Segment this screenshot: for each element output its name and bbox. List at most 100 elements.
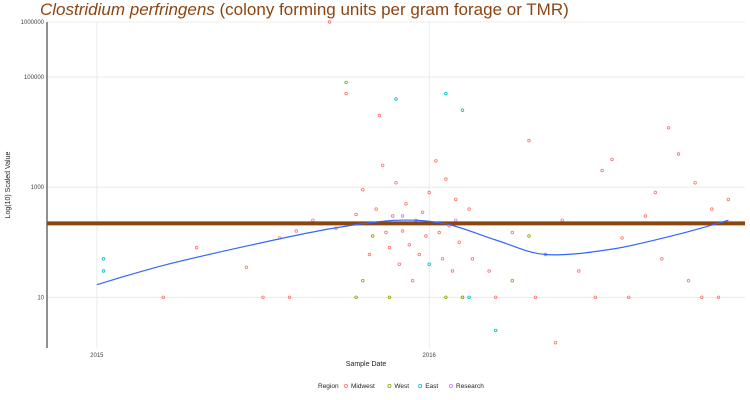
data-point-east [444,91,448,96]
data-point-midwest [686,279,691,283]
data-point-midwest [533,295,538,299]
legend-label-research: Research [456,383,484,390]
data-point-midwest [510,230,514,235]
legend-label-midwest: Midwest [351,383,375,390]
data-point-midwest [553,341,558,345]
data-point-east [460,108,465,112]
lines-layer [47,219,745,286]
data-point-west [344,80,348,85]
data-point-midwest [643,214,647,218]
data-point-east [494,328,498,333]
data-point-midwest [560,218,564,222]
data-point-midwest [726,197,731,202]
axis-layer: 2015 2016 10 1000 100000 1000000 [21,20,437,359]
chart-title: Clostridium perfringens (colony forming … [40,0,569,20]
data-point-midwest [420,210,425,214]
data-point-midwest [244,265,249,269]
y-tick-label: 1000 [31,185,45,191]
data-point-midwest [410,279,415,283]
data-point-midwest [487,269,491,273]
data-point-research [400,214,405,218]
data-point-west [361,279,365,283]
data-point-east [467,295,471,299]
data-point-midwest [444,177,448,181]
data-point-west [371,234,375,238]
data-point-midwest [287,295,292,299]
legend: Region Midwest West East Research [318,383,484,390]
legend-key-midwest [343,383,348,388]
data-point-midwest [577,269,581,273]
data-point-midwest [457,240,461,244]
data-point-midwest [391,214,395,218]
data-point-midwest [666,126,671,130]
data-point-midwest [700,295,704,299]
data-point-east [101,257,106,261]
labels-layer: Sample Date Log(10) Scaled Value [5,151,386,368]
data-point-midwest [437,230,441,235]
data-point-midwest [653,190,657,195]
data-point-midwest [620,236,624,240]
data-point-midwest [610,157,614,162]
data-point-midwest [676,152,681,156]
data-point-midwest [593,295,598,299]
data-point-midwest [470,257,475,261]
data-point-midwest [261,295,265,299]
data-point-midwest [384,230,388,235]
data-point-midwest [377,113,382,118]
legend-key-research [448,383,453,388]
data-point-east [101,269,106,273]
data-point-midwest [716,295,721,299]
chart-title-organism: Clostridium perfringens [40,0,215,19]
data-point-midwest [454,197,458,202]
y-tick-label: 100000 [24,75,45,81]
data-point-midwest [387,245,392,250]
data-point-midwest [407,243,411,247]
data-point-midwest [367,252,372,257]
data-point-research [454,218,458,222]
data-point-midwest [161,295,165,299]
data-point-west [510,279,514,283]
data-point-midwest [400,229,405,233]
smooth-trend-line [96,219,729,286]
data-point-midwest [311,218,315,222]
data-point-midwest [397,262,401,266]
legend-label-east: East [425,383,438,390]
data-point-west [387,295,392,299]
data-point-midwest [417,252,421,257]
data-point-midwest [440,257,445,261]
y-axis-label: Log(10) Scaled Value [5,151,12,218]
data-point-midwest [394,181,398,185]
y-tick-label: 1000000 [21,20,45,26]
points-layer [101,20,731,345]
data-point-midwest [424,234,428,238]
chart-title-units: (colony forming units per gram forage or… [214,0,569,19]
data-point-midwest [450,269,455,273]
data-point-west [460,295,465,299]
data-point-midwest [710,207,714,211]
data-point-midwest [361,187,365,192]
x-tick-label: 2016 [423,353,437,359]
data-point-midwest [660,257,664,261]
data-point-midwest [693,181,697,185]
data-point-midwest [404,202,408,206]
grid-layer [47,21,745,348]
data-point-midwest [494,295,498,299]
data-point-midwest [294,229,298,233]
data-point-midwest [344,91,348,96]
data-point-midwest [527,138,531,143]
y-tick-label: 10 [37,295,44,301]
legend-title: Region [318,383,339,390]
data-point-east [427,262,431,266]
data-point-midwest [427,190,431,195]
legend-key-west [387,383,392,388]
data-point-midwest [374,207,378,211]
data-point-midwest [327,20,332,24]
data-point-midwest [381,163,385,167]
data-point-midwest [467,207,471,211]
data-point-midwest [600,168,604,173]
data-point-west [527,234,531,238]
data-point-midwest [434,159,438,163]
x-axis-label: Sample Date [346,361,387,368]
